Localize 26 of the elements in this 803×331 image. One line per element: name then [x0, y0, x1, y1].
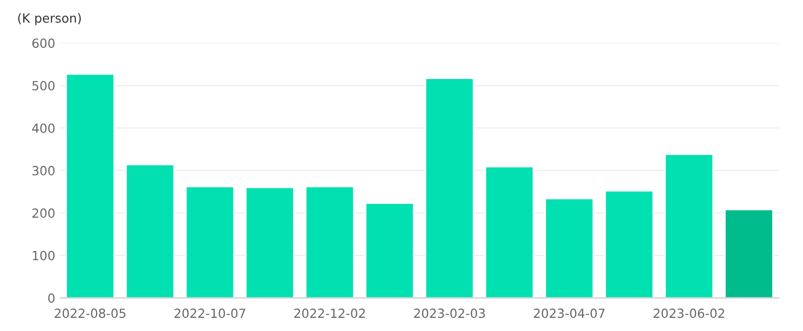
y-axis-title: (K person) [18, 13, 81, 26]
bar [245, 186, 294, 298]
bar [185, 186, 235, 298]
bar [604, 190, 654, 298]
bar [66, 73, 115, 298]
x-tick-label: 2022-12-02 [294, 308, 365, 318]
bar [305, 186, 354, 298]
bar [364, 202, 414, 298]
x-tick-label: 2023-06-02 [654, 308, 724, 318]
bar [125, 164, 175, 298]
y-tick-label: 300 [32, 166, 55, 176]
x-tick-label: 2023-02-03 [414, 308, 485, 318]
x-tick-label: 2023-04-07 [534, 308, 605, 318]
y-tick-label: 600 [32, 38, 55, 48]
x-tick-label: 2022-08-05 [54, 308, 126, 318]
bar [424, 78, 474, 298]
x-tick-label: 2022-10-07 [174, 308, 246, 318]
y-tick-label: 0 [48, 293, 55, 303]
y-tick-label: 400 [32, 123, 55, 133]
bar [484, 166, 534, 298]
y-tick-label: 200 [32, 208, 55, 218]
y-tick-label: 500 [32, 80, 55, 90]
bar [664, 154, 714, 298]
bar [724, 208, 774, 298]
bar [544, 198, 594, 298]
y-tick-label: 100 [32, 250, 55, 260]
